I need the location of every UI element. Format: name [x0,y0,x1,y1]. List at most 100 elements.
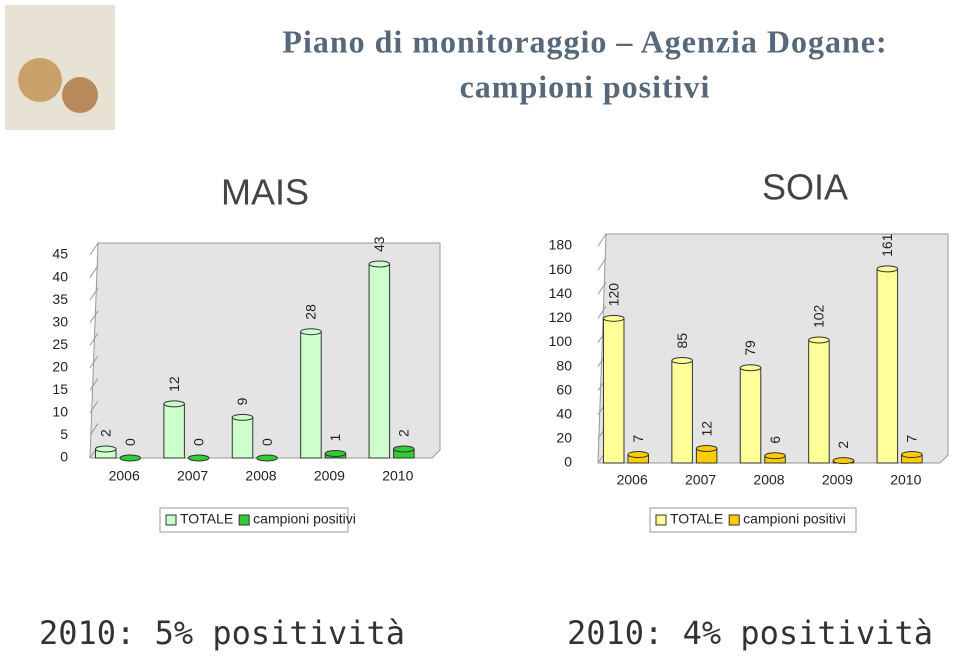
y-tick-label: 100 [549,333,573,349]
bar-cap [901,451,923,459]
y-tick-label: 40 [52,268,68,284]
y-tick-label: 5 [60,426,68,442]
x-tick-label: 2006 [109,468,140,484]
bar-cap [163,400,185,408]
bar-cap [602,314,625,322]
bar [602,317,625,464]
y-tick-label: 25 [52,336,68,352]
data-label: 0 [190,438,206,446]
grid-line [89,378,99,391]
bar [231,416,254,459]
bar-cap [876,265,899,273]
grid-line [89,265,99,278]
logo-seeds [62,77,98,113]
data-label: 2 [97,429,113,437]
data-label: 0 [122,438,138,446]
y-tick-label: 0 [564,454,572,470]
x-tick-label: 2009 [314,468,345,484]
bar-cap [764,452,786,460]
y-tick-label: 120 [549,309,573,325]
bar [368,263,391,459]
y-tick-label: 10 [52,404,68,420]
bar [163,403,185,459]
logo-image [5,5,115,130]
bar-cap [119,454,142,462]
chart-title: MAIS [221,172,309,213]
data-label: 9 [234,397,250,405]
grid-line [89,310,99,323]
bar-cap [808,336,830,344]
legend-label: TOTALE [670,511,723,527]
bar-cap [231,413,254,421]
bar [671,360,693,464]
y-tick-label: 35 [52,291,68,307]
legend-box [649,507,857,533]
grid-line [89,423,99,436]
y-tick-label: 15 [52,381,68,397]
data-label: 43 [371,236,387,252]
bar-cap [256,454,278,462]
bar-cap [832,457,855,465]
slide-title: campioni positivi [460,68,711,104]
data-label: 2 [835,441,851,449]
grid-line [89,287,99,301]
x-tick-label: 2007 [177,468,208,484]
footer-note: 2010: 5% positività [39,614,405,652]
y-tick-label: 20 [556,430,572,446]
x-tick-label: 2008 [753,472,784,488]
data-label: 120 [605,283,621,307]
grid-line [89,242,99,256]
data-label: 85 [674,333,690,349]
bar-cap [739,364,762,372]
slide-title: Piano di monitoraggio – Agenzia Dogane: [282,23,887,59]
bar-cap [300,328,322,336]
x-tick-label: 2010 [890,472,921,488]
y-tick-label: 40 [556,405,572,421]
legend-swatch [238,514,250,526]
data-label: 12 [698,421,714,437]
bar-cap [187,454,210,462]
bar-cap [627,451,650,459]
x-tick-label: 2007 [685,472,716,488]
y-tick-label: 20 [52,358,68,374]
grid-line [89,332,99,346]
bar [300,331,322,459]
data-label: 2 [396,429,412,437]
legend-swatch [655,514,667,526]
grid-line [89,355,99,369]
data-label: 12 [166,376,182,392]
data-label: 0 [259,438,275,446]
legend-label: campioni positivi [253,511,356,527]
grid-line [89,400,99,414]
data-label: 28 [303,304,319,320]
logo-seeds [18,58,62,102]
bar-cap [94,445,117,453]
bar-cap [671,357,693,365]
data-label: 1 [327,433,343,441]
bar [739,367,762,464]
grid-line [597,233,607,247]
y-tick-label: 80 [556,357,572,373]
y-tick-label: 45 [52,246,68,262]
grid-line [597,306,607,319]
bar-cap [393,445,415,453]
x-tick-label: 2010 [382,468,413,484]
bar-cap [368,260,391,268]
grid-line [597,281,607,295]
x-tick-label: 2006 [617,472,648,488]
data-label: 7 [630,435,646,443]
x-tick-label: 2009 [822,472,853,488]
legend-label: campioni positivi [743,511,846,527]
data-label: 6 [767,436,783,444]
legend-box [159,507,349,533]
grid-line [597,257,607,271]
y-tick-label: 140 [549,285,573,301]
bar-cap [324,449,347,457]
bar [808,339,830,464]
legend-swatch [728,514,740,526]
legend-swatch [165,514,177,526]
bar [876,268,899,464]
y-tick-label: 60 [556,381,572,397]
